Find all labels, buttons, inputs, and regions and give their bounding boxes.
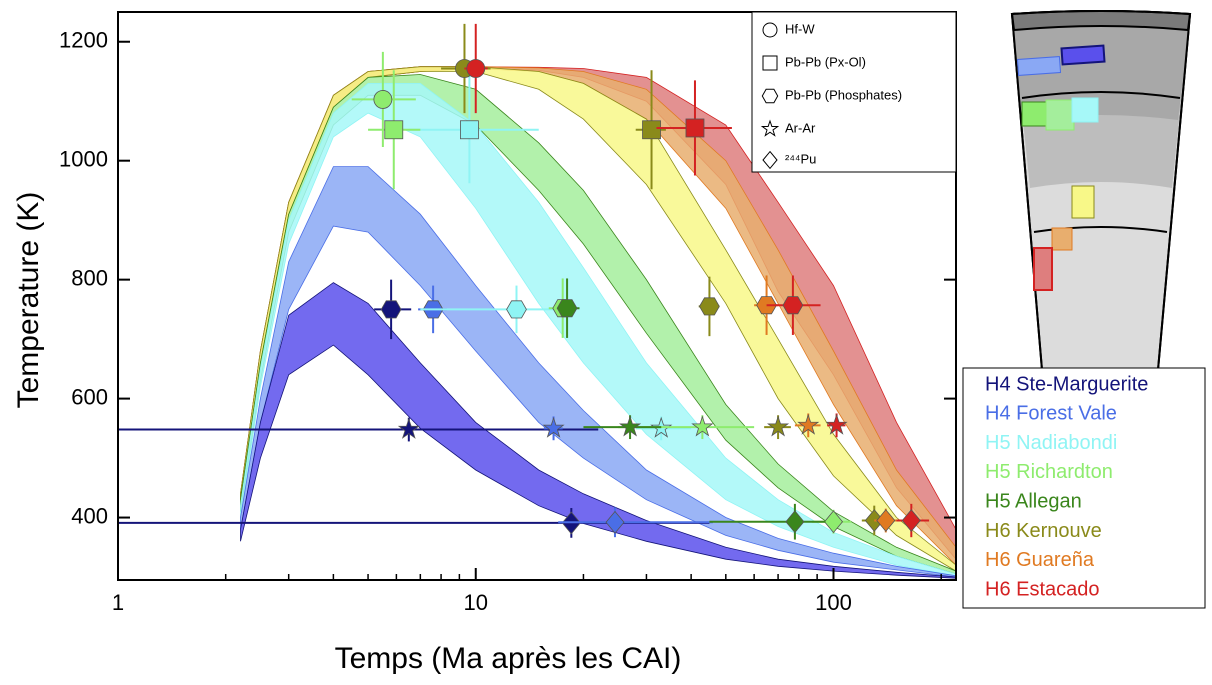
legend-label: H4 Ste-Marguerite xyxy=(985,373,1148,395)
cooling-band xyxy=(240,282,956,579)
marker xyxy=(762,22,778,38)
legend-label: H6 Guareña xyxy=(985,549,1095,571)
method-legend: Hf-W Pb-Pb (Px-Ol) Pb-Pb (Phosphates) Ar-Ar… xyxy=(760,21,902,170)
sample-h6 xyxy=(1051,227,1073,251)
marker xyxy=(782,296,804,315)
sample-h6 xyxy=(1033,247,1053,291)
legend-label: H5 Nadiabondi xyxy=(985,432,1117,454)
marker xyxy=(762,55,778,71)
marker xyxy=(373,90,393,109)
x-tick-label: 1 xyxy=(112,590,124,615)
sample-h4 xyxy=(1016,56,1062,76)
marker xyxy=(823,510,844,534)
sample-h5 xyxy=(1071,97,1099,123)
marker xyxy=(876,509,896,532)
legend-label: H5 Richardton xyxy=(985,461,1113,483)
sample-h5 xyxy=(1021,101,1047,127)
plot-frame xyxy=(117,11,957,581)
x-tick-label: 10 xyxy=(464,590,488,615)
method-legend-label: Ar-Ar xyxy=(785,120,816,135)
parent-body-diagram xyxy=(1010,10,1192,371)
marker xyxy=(619,415,642,437)
marker xyxy=(760,119,780,137)
layer-h4 xyxy=(1013,24,1189,120)
marker xyxy=(642,120,661,140)
legend-label: H6 Estacado xyxy=(985,578,1100,600)
y-tick-label: 800 xyxy=(71,265,108,290)
marker xyxy=(699,297,720,316)
cone-outline xyxy=(1010,10,1192,371)
y-tick-label: 600 xyxy=(71,384,108,409)
marker xyxy=(761,88,779,104)
legend-label: H6 Kernouve xyxy=(985,520,1102,542)
meteorite-legend-box xyxy=(962,367,1206,609)
axes: 400 600 800 1000 1200 1 10 100 xyxy=(59,28,956,615)
x-axis-title: Temps (Ma après les CAI) xyxy=(335,642,682,675)
points xyxy=(118,23,930,540)
method-legend-label: Pb-Pb (Px-Ol) xyxy=(785,54,866,69)
marker xyxy=(825,413,848,435)
sample-h6 xyxy=(1071,185,1095,219)
marker xyxy=(384,120,404,140)
marker xyxy=(685,118,705,138)
method-legend-label: ²⁴⁴Pu xyxy=(785,151,816,166)
y-axis-title: Temperature (K) xyxy=(12,192,45,409)
marker xyxy=(397,417,420,439)
marker xyxy=(542,416,565,438)
layer-boundary xyxy=(1033,226,1168,233)
marker xyxy=(785,510,805,534)
sample-h4 xyxy=(1060,44,1106,66)
marker xyxy=(762,150,778,170)
sample-h5 xyxy=(1045,99,1075,131)
marker xyxy=(901,509,921,532)
marker xyxy=(380,300,402,319)
method-legend-label: Hf-W xyxy=(785,21,815,36)
y-tick-label: 400 xyxy=(71,503,108,528)
meteorite-legend: H4 Ste-Marguerite H4 Forest Vale H5 Nadiab… xyxy=(985,373,1148,600)
layer-boundary xyxy=(1021,91,1181,99)
y-tick-label: 1000 xyxy=(59,147,108,172)
marker xyxy=(691,415,714,437)
method-legend-label: Pb-Pb (Phosphates) xyxy=(785,87,902,102)
marker xyxy=(556,299,578,318)
marker xyxy=(506,300,527,319)
method-legend-box xyxy=(751,11,957,173)
marker xyxy=(767,415,790,437)
legend-label: H5 Allegan xyxy=(985,490,1082,512)
marker xyxy=(797,413,820,435)
marker xyxy=(605,510,625,534)
cooling-band xyxy=(240,166,956,578)
legend-label: H4 Forest Vale xyxy=(985,403,1117,425)
cooling-band xyxy=(240,83,956,577)
marker xyxy=(460,120,479,140)
x-tick-label: 100 xyxy=(815,590,852,615)
marker xyxy=(466,59,486,78)
y-tick-label: 1200 xyxy=(59,28,108,53)
